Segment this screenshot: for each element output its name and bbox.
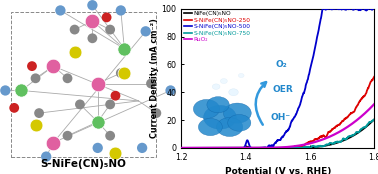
Circle shape bbox=[220, 79, 227, 84]
Circle shape bbox=[207, 97, 229, 113]
Point bbox=[104, 16, 110, 19]
Point bbox=[71, 28, 77, 31]
Point bbox=[113, 152, 119, 155]
Point bbox=[77, 103, 83, 106]
Point bbox=[57, 9, 64, 12]
Point bbox=[89, 19, 95, 22]
Point bbox=[94, 82, 101, 85]
Circle shape bbox=[223, 103, 251, 123]
Text: O₂: O₂ bbox=[276, 60, 288, 69]
Circle shape bbox=[217, 118, 243, 136]
Text: OH⁻: OH⁻ bbox=[270, 113, 290, 122]
Point bbox=[33, 77, 39, 80]
Point bbox=[118, 72, 124, 74]
Circle shape bbox=[229, 89, 238, 96]
Point bbox=[11, 106, 17, 109]
Text: S-NiFe(CN)₅NO: S-NiFe(CN)₅NO bbox=[40, 159, 126, 169]
Point bbox=[50, 141, 56, 144]
Point bbox=[148, 82, 154, 85]
Circle shape bbox=[212, 84, 220, 89]
Point bbox=[153, 112, 160, 114]
Point bbox=[121, 72, 127, 74]
Point bbox=[18, 89, 24, 92]
Point bbox=[139, 147, 145, 149]
Circle shape bbox=[198, 118, 222, 136]
Point bbox=[65, 77, 71, 80]
Point bbox=[89, 37, 95, 40]
Point bbox=[107, 134, 113, 137]
Point bbox=[107, 28, 113, 31]
Point bbox=[94, 147, 101, 149]
Point bbox=[89, 4, 95, 7]
Point bbox=[50, 65, 56, 68]
Point bbox=[121, 47, 127, 50]
Point bbox=[43, 155, 49, 158]
Point bbox=[36, 112, 42, 114]
Y-axis label: Current Density (mA cm⁻²): Current Density (mA cm⁻²) bbox=[150, 18, 159, 138]
Circle shape bbox=[238, 73, 244, 78]
Circle shape bbox=[204, 105, 236, 129]
Point bbox=[65, 134, 71, 137]
Point bbox=[143, 30, 149, 33]
Point bbox=[167, 89, 174, 92]
X-axis label: Potential (V vs. RHE): Potential (V vs. RHE) bbox=[225, 167, 331, 174]
Legend: NiFe(CN)₅NO, S-NiFe(CN)₅NO-250, S-NiFe(CN)₅NO-500, S-NiFe(CN)₅NO-750, RuO₂: NiFe(CN)₅NO, S-NiFe(CN)₅NO-250, S-NiFe(C… bbox=[183, 10, 251, 43]
Circle shape bbox=[228, 114, 251, 131]
Point bbox=[113, 94, 119, 97]
Point bbox=[107, 103, 113, 106]
Point bbox=[136, 54, 142, 57]
Point bbox=[33, 124, 39, 127]
Point bbox=[2, 89, 8, 92]
Text: OER: OER bbox=[272, 85, 293, 94]
Point bbox=[29, 65, 35, 68]
Point bbox=[71, 51, 77, 54]
Circle shape bbox=[194, 100, 220, 118]
Point bbox=[94, 120, 101, 123]
Point bbox=[136, 100, 142, 102]
Point bbox=[118, 9, 124, 12]
